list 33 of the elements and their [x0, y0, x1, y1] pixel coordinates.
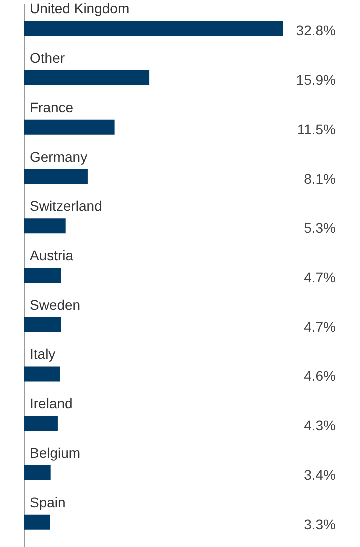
bar	[24, 218, 66, 234]
y-tick-label: Ireland	[30, 396, 73, 412]
data-label: 32.8%	[296, 22, 336, 39]
y-tick-label: France	[30, 99, 74, 116]
bar	[24, 366, 60, 382]
y-tick-label: Sweden	[30, 296, 81, 313]
data-label: 4.3%	[304, 418, 336, 434]
y-tick-label: Austria	[30, 248, 74, 264]
data-label: 3.3%	[304, 516, 336, 532]
data-label: 5.3%	[304, 220, 336, 236]
bar	[24, 268, 62, 283]
y-tick-label: Other	[30, 50, 66, 66]
y-tick-label: Spain	[30, 494, 66, 510]
bar	[24, 317, 62, 332]
data-label: 15.9%	[296, 72, 336, 88]
data-label: 4.7%	[304, 270, 336, 286]
data-label: 3.4%	[304, 466, 336, 483]
data-label: 4.6%	[304, 368, 336, 384]
y-tick-label: Italy	[30, 346, 56, 362]
y-tick-label: Germany	[30, 148, 88, 165]
y-tick-label: Belgium	[30, 444, 81, 461]
bar	[24, 465, 51, 480]
bar	[24, 416, 58, 432]
y-tick-label: Switzerland	[30, 198, 102, 214]
bar	[24, 169, 88, 184]
bar	[24, 514, 50, 530]
data-label: 11.5%	[297, 121, 336, 138]
data-label: 8.1%	[304, 170, 336, 187]
y-tick-label: United Kingdom	[30, 0, 130, 17]
bar	[24, 21, 283, 36]
data-label: 4.7%	[304, 318, 336, 335]
bar	[24, 120, 115, 135]
bar	[24, 70, 150, 86]
